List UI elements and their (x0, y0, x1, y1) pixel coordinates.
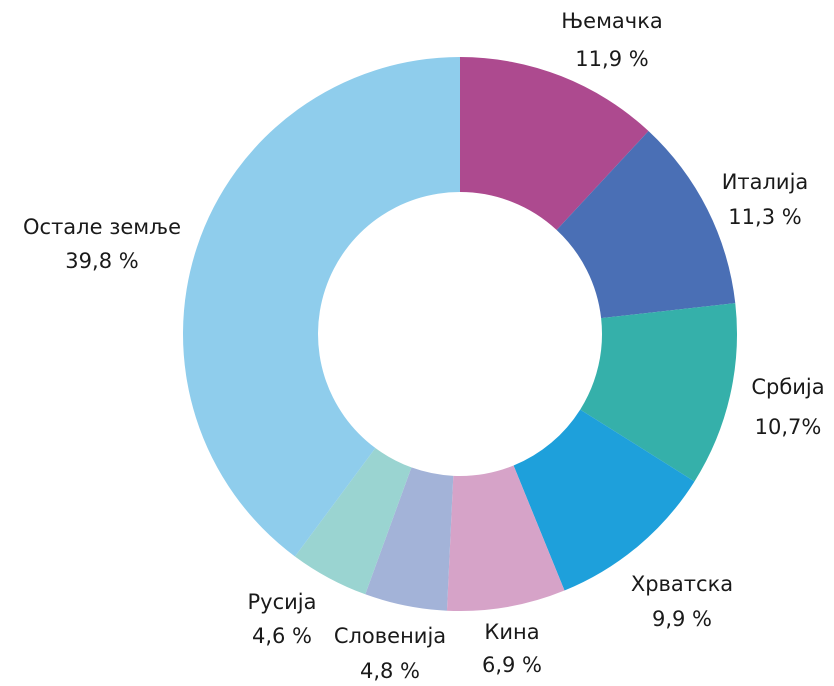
slice-label: Русија (248, 590, 317, 614)
value-label: 39,8 % (65, 249, 138, 273)
slice-label: Србија (751, 375, 824, 399)
value-label: 10,7% (755, 415, 822, 439)
donut-slice (294, 448, 412, 595)
donut-slice (513, 409, 695, 591)
value-label: 11,3 % (728, 205, 801, 229)
slice-label: Кина (484, 620, 539, 644)
slice-label: Словенија (334, 624, 446, 648)
donut-slice (446, 465, 565, 611)
value-label: 4,8 % (360, 659, 420, 683)
slice-label: Хрватска (631, 572, 733, 596)
slice-label: Италија (722, 170, 809, 194)
donut-slice (183, 57, 460, 557)
slice-label: Остале земље (23, 215, 181, 239)
donut-slice (460, 57, 649, 230)
value-label: 11,9 % (575, 47, 648, 71)
value-label: 6,9 % (482, 653, 542, 677)
donut-slice (556, 131, 736, 319)
donut-slice (365, 467, 454, 611)
slice-label: Њемачка (561, 9, 663, 33)
donut-slice (580, 303, 737, 482)
value-label: 4,6 % (252, 624, 312, 648)
value-label: 9,9 % (652, 607, 712, 631)
